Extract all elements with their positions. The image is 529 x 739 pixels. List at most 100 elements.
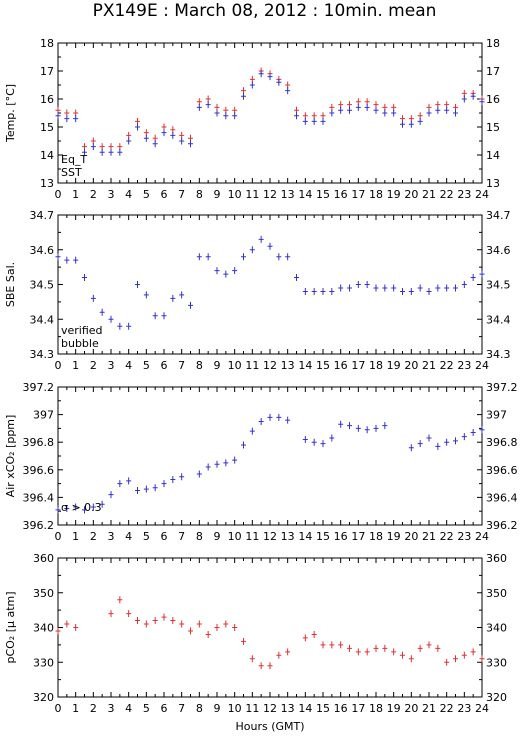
x-tick-label: 17 [351, 702, 365, 715]
data-point [108, 491, 114, 499]
plot-frame [57, 214, 483, 355]
x-tick-label: 11 [245, 702, 259, 715]
data-point [143, 134, 149, 142]
data-point [338, 284, 344, 292]
y-tick-label-left: 16 [40, 93, 54, 106]
data-point [73, 624, 79, 631]
data-point [161, 480, 167, 488]
y-tick-label-left: 396.6 [23, 464, 55, 477]
data-point [205, 101, 211, 109]
x-tick-label: 13 [281, 702, 295, 715]
y-tick-label-left: 330 [33, 656, 54, 669]
data-point [426, 287, 432, 295]
x-tick-label: 7 [178, 702, 185, 715]
data-point [249, 246, 255, 254]
x-tick-label: 12 [263, 359, 277, 372]
data-point [373, 106, 379, 114]
data-point [55, 112, 61, 120]
y-tick-label-left: 350 [33, 587, 54, 600]
y-tick-label-right: 16 [486, 93, 500, 106]
y-tick-label-left: 397.2 [23, 381, 55, 394]
data-point [373, 644, 379, 652]
series-sst [55, 70, 485, 156]
data-point [64, 620, 70, 628]
plot-frame [57, 386, 483, 526]
data-point [479, 98, 485, 106]
y-tick-label-right: 396.2 [486, 519, 518, 532]
panel-4: 0 1 2 3 4 5 6 7 8 9 10 11 12 13 14 15 16 17 18 19 20 21 22 23 24… [4, 552, 507, 715]
x-tick-label: 17 [351, 188, 365, 201]
data-point [135, 617, 140, 625]
y-tick-label-right: 34.5 [486, 279, 511, 292]
x-tick-label: 2 [90, 188, 97, 201]
x-tick-label: 9 [214, 359, 221, 372]
y-axis-label: Temp. [°C] [4, 84, 17, 143]
x-tick-label: 14 [298, 702, 312, 715]
data-point [347, 284, 352, 292]
x-tick-label: 23 [457, 702, 471, 715]
data-point [364, 426, 370, 434]
data-point [143, 485, 149, 493]
data-point [435, 644, 441, 652]
data-point [320, 641, 326, 649]
data-point [82, 506, 87, 514]
y-axis-label: pCO₂ [µ atm] [4, 591, 17, 663]
data-point [364, 648, 370, 656]
data-point [241, 92, 246, 100]
data-point [302, 117, 308, 125]
x-tick-label: 9 [214, 702, 221, 715]
y-tick-label-right: 13 [486, 177, 500, 190]
y-tick-label-right: 350 [486, 587, 507, 600]
x-tick-label: 24 [475, 359, 489, 372]
x-tick-label: 0 [55, 359, 62, 372]
data-point [417, 644, 423, 652]
x-tick-label: 15 [316, 530, 330, 543]
data-point [161, 312, 167, 320]
data-point [188, 140, 193, 148]
data-point [117, 148, 123, 156]
data-point [73, 503, 79, 511]
y-tick-label-right: 34.7 [486, 209, 511, 222]
data-point [426, 109, 432, 117]
plot-frame [57, 42, 483, 184]
data-point [73, 256, 79, 264]
data-point [205, 253, 211, 261]
x-tick-label: 16 [334, 530, 348, 543]
data-point [479, 270, 485, 278]
data-point [152, 312, 158, 320]
data-point [400, 287, 405, 295]
data-point [108, 148, 114, 156]
y-tick-label-left: 320 [33, 691, 54, 704]
data-point [258, 235, 264, 243]
data-point [391, 109, 397, 117]
x-tick-label: 20 [404, 359, 418, 372]
panel-1: 0 1 2 3 4 5 6 7 8 9 10 11 12 13 14 15 16 17 18 19 20 21 22 23 24… [4, 37, 500, 201]
plot-frame [57, 557, 483, 698]
data-point [461, 281, 467, 288]
data-point [126, 477, 132, 485]
x-tick-label: 18 [369, 188, 383, 201]
data-point [55, 253, 61, 261]
x-tick-label: 0 [55, 188, 62, 201]
y-tick-label-right: 360 [486, 552, 507, 565]
data-point [223, 459, 229, 467]
data-point [461, 651, 467, 659]
data-point [258, 418, 264, 425]
y-tick-label-left: 360 [33, 552, 54, 565]
x-tick-label: 21 [422, 702, 436, 715]
data-point [373, 284, 379, 292]
data-point [338, 420, 344, 428]
data-point [161, 129, 167, 137]
data-point [249, 655, 255, 663]
data-point [223, 112, 229, 120]
x-tick-label: 20 [404, 188, 418, 201]
data-point [170, 475, 176, 483]
data-point [90, 503, 96, 511]
x-tick-label: 23 [457, 188, 471, 201]
y-tick-label-right: 34.4 [486, 313, 511, 326]
data-point [82, 148, 87, 156]
x-tick-label: 4 [125, 530, 132, 543]
data-point [347, 644, 352, 652]
data-point [408, 120, 414, 128]
